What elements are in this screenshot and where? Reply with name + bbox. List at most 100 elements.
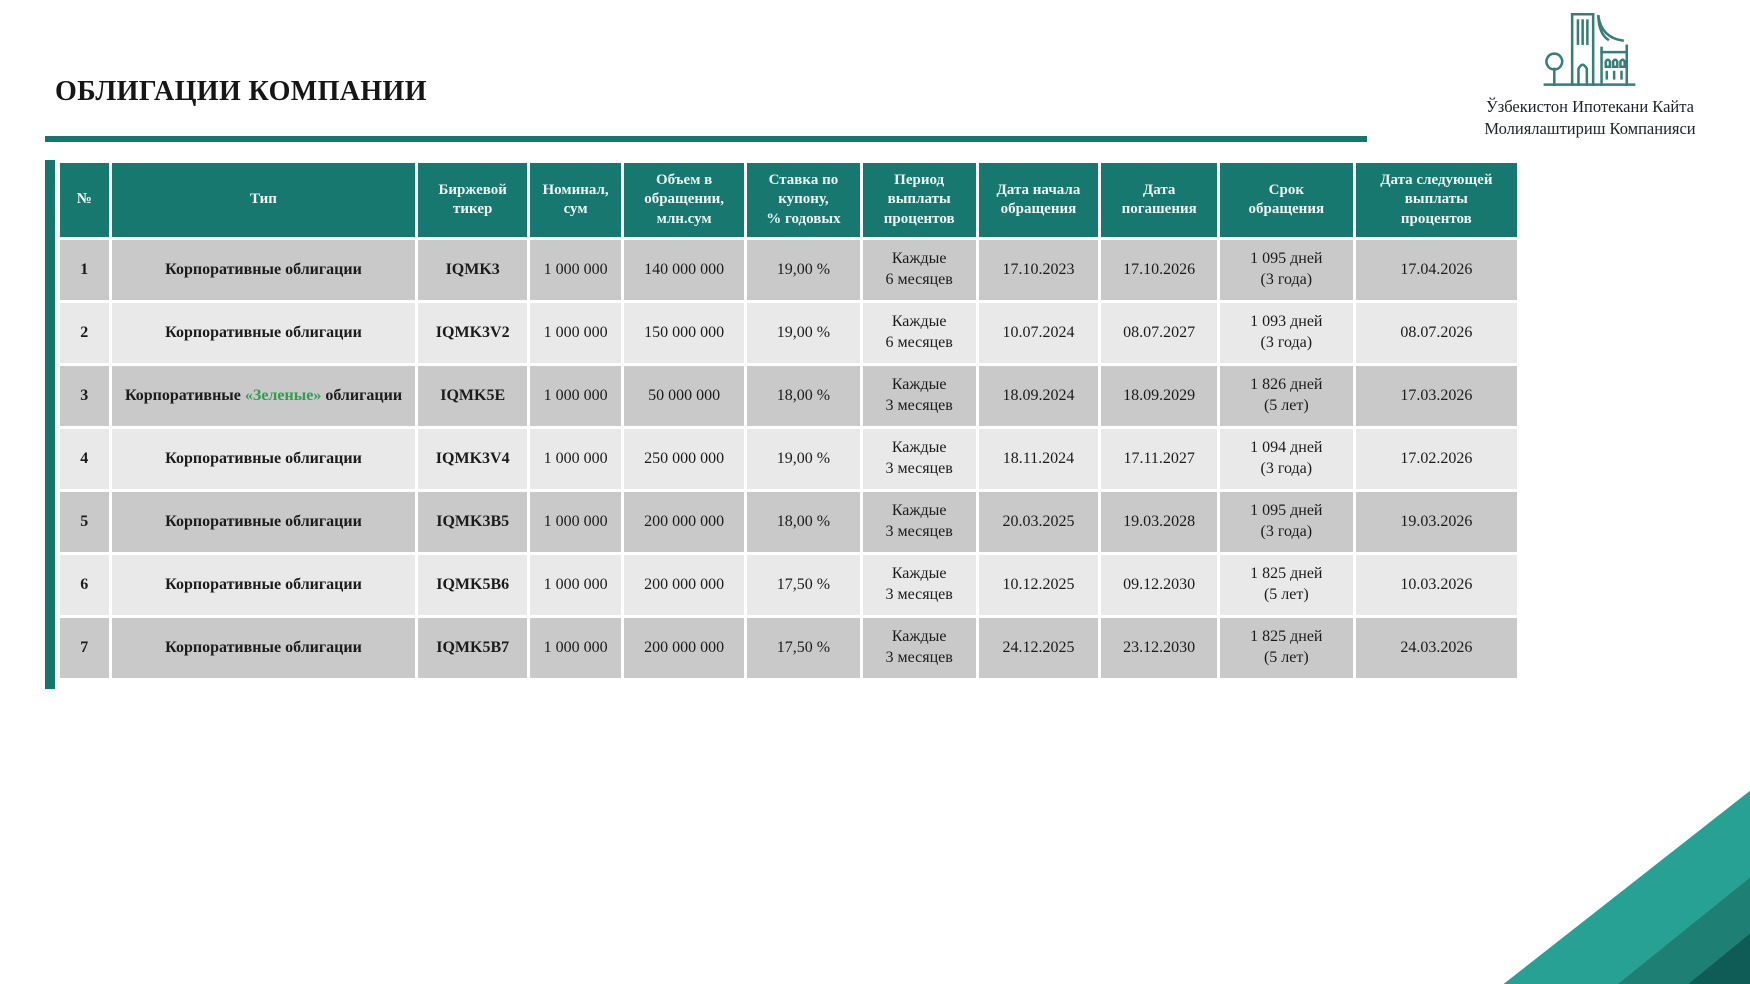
term: 1 095 дней (3 года) bbox=[1219, 492, 1353, 552]
start-date: 18.09.2024 bbox=[978, 366, 1099, 426]
ticker: IQMK5E bbox=[418, 366, 527, 426]
ticker: IQMK5B7 bbox=[418, 618, 527, 678]
term: 1 095 дней (3 года) bbox=[1219, 240, 1353, 300]
payment-period: Каждые 3 месяцев bbox=[862, 492, 976, 552]
nominal: 1 000 000 bbox=[529, 303, 622, 363]
volume: 200 000 000 bbox=[624, 492, 745, 552]
volume: 50 000 000 bbox=[624, 366, 745, 426]
ticker: IQMK3V2 bbox=[418, 303, 527, 363]
bonds-table: № Тип Биржевой тикер Номинал, сум Объем в об… bbox=[57, 160, 1520, 681]
start-date: 20.03.2025 bbox=[978, 492, 1099, 552]
column-header: Срок обращения bbox=[1219, 163, 1353, 237]
next-payment-date: 19.03.2026 bbox=[1355, 492, 1517, 552]
payment-period: Каждые 6 месяцев bbox=[862, 303, 976, 363]
bond-type-text: Корпоративные облигации bbox=[165, 512, 362, 530]
bond-type: Корпоративные облигации bbox=[111, 240, 416, 300]
table-header-row: № Тип Биржевой тикер Номинал, сум Объем в об… bbox=[60, 163, 1517, 237]
maturity-date: 18.09.2029 bbox=[1101, 366, 1217, 426]
nominal: 1 000 000 bbox=[529, 429, 622, 489]
ticker: IQMK3B5 bbox=[418, 492, 527, 552]
bond-type-text: Корпоративные облигации bbox=[165, 638, 362, 656]
volume: 200 000 000 bbox=[624, 618, 745, 678]
green-bond-highlight: «Зеленые» bbox=[244, 386, 322, 404]
corner-band-3 bbox=[1688, 933, 1750, 984]
table-row: 1 Корпоративные облигации IQMK3 1 000 000 14… bbox=[60, 240, 1517, 300]
table-accent-bar bbox=[45, 160, 55, 689]
column-header: Тип bbox=[111, 163, 416, 237]
bond-type-text: облигации bbox=[321, 386, 403, 404]
payment-period: Каждые 3 месяцев bbox=[862, 429, 976, 489]
column-header: Объем в обращении, млн.сум bbox=[624, 163, 745, 237]
maturity-date: 19.03.2028 bbox=[1101, 492, 1217, 552]
corner-decoration bbox=[1310, 704, 1750, 984]
bond-type-text: Корпоративные облигации bbox=[165, 260, 362, 278]
table-row: 6 Корпоративные облигации IQMK5B6 1 000 000… bbox=[60, 555, 1517, 615]
row-number: 4 bbox=[60, 429, 109, 489]
row-number: 3 bbox=[60, 366, 109, 426]
payment-period: Каждые 3 месяцев bbox=[862, 618, 976, 678]
bond-type: Корпоративные «Зеленые» облигации bbox=[111, 366, 416, 426]
bond-type-text: Корпоративные облигации bbox=[165, 323, 362, 341]
table-row: 5 Корпоративные облигации IQMK3B5 1 000 000… bbox=[60, 492, 1517, 552]
row-number: 5 bbox=[60, 492, 109, 552]
table-row: 4 Корпоративные облигации IQMK3V4 1 000 000… bbox=[60, 429, 1517, 489]
coupon-rate: 19,00 % bbox=[747, 429, 860, 489]
row-number: 1 bbox=[60, 240, 109, 300]
column-header: Ставка по купону, % годовых bbox=[747, 163, 860, 237]
logo-text-line2: Молиялаштириш Компанияси bbox=[1484, 118, 1696, 138]
maturity-date: 23.12.2030 bbox=[1101, 618, 1217, 678]
term: 1 825 дней (5 лет) bbox=[1219, 555, 1353, 615]
coupon-rate: 18,00 % bbox=[747, 366, 860, 426]
ticker: IQMK5B6 bbox=[418, 555, 527, 615]
company-logo: Ўзбекистон Ипотекани Кайта Молиялаштириш… bbox=[1462, 8, 1718, 140]
maturity-date: 09.12.2030 bbox=[1101, 555, 1217, 615]
start-date: 10.12.2025 bbox=[978, 555, 1099, 615]
company-logo-icon bbox=[1543, 13, 1636, 86]
nominal: 1 000 000 bbox=[529, 240, 622, 300]
next-payment-date: 10.03.2026 bbox=[1355, 555, 1517, 615]
start-date: 17.10.2023 bbox=[978, 240, 1099, 300]
coupon-rate: 17,50 % bbox=[747, 618, 860, 678]
column-header: Номинал, сум bbox=[529, 163, 622, 237]
logo-text-line1: Ўзбекистон Ипотекани Кайта bbox=[1486, 97, 1694, 116]
term: 1 094 дней (3 года) bbox=[1219, 429, 1353, 489]
row-number: 2 bbox=[60, 303, 109, 363]
coupon-rate: 19,00 % bbox=[747, 303, 860, 363]
bond-type-text: Корпоративные облигации bbox=[165, 575, 362, 593]
coupon-rate: 19,00 % bbox=[747, 240, 860, 300]
column-header: Дата следующей выплаты процентов bbox=[1355, 163, 1517, 237]
start-date: 24.12.2025 bbox=[978, 618, 1099, 678]
start-date: 10.07.2024 bbox=[978, 303, 1099, 363]
maturity-date: 08.07.2027 bbox=[1101, 303, 1217, 363]
bond-type: Корпоративные облигации bbox=[111, 555, 416, 615]
payment-period: Каждые 3 месяцев bbox=[862, 366, 976, 426]
term: 1 825 дней (5 лет) bbox=[1219, 618, 1353, 678]
corner-band-1 bbox=[1503, 790, 1750, 984]
corner-band-2 bbox=[1618, 877, 1750, 984]
row-number: 6 bbox=[60, 555, 109, 615]
start-date: 18.11.2024 bbox=[978, 429, 1099, 489]
row-number: 7 bbox=[60, 618, 109, 678]
bond-type-text: Корпоративные bbox=[124, 386, 245, 404]
volume: 140 000 000 bbox=[624, 240, 745, 300]
volume: 150 000 000 bbox=[624, 303, 745, 363]
coupon-rate: 17,50 % bbox=[747, 555, 860, 615]
bond-type: Корпоративные облигации bbox=[111, 429, 416, 489]
ticker: IQMK3 bbox=[418, 240, 527, 300]
term: 1 826 дней (5 лет) bbox=[1219, 366, 1353, 426]
nominal: 1 000 000 bbox=[529, 618, 622, 678]
next-payment-date: 08.07.2026 bbox=[1355, 303, 1517, 363]
table-row: 7 Корпоративные облигации IQMK5B7 1 000 000… bbox=[60, 618, 1517, 678]
next-payment-date: 17.03.2026 bbox=[1355, 366, 1517, 426]
next-payment-date: 24.03.2026 bbox=[1355, 618, 1517, 678]
bonds-table-wrap: № Тип Биржевой тикер Номинал, сум Объем в об… bbox=[45, 160, 1520, 689]
nominal: 1 000 000 bbox=[529, 366, 622, 426]
coupon-rate: 18,00 % bbox=[747, 492, 860, 552]
column-header: Дата начала обращения bbox=[978, 163, 1099, 237]
column-header: № bbox=[60, 163, 109, 237]
bond-type-text: Корпоративные облигации bbox=[165, 449, 362, 467]
volume: 250 000 000 bbox=[624, 429, 745, 489]
payment-period: Каждые 3 месяцев bbox=[862, 555, 976, 615]
column-header: Дата погашения bbox=[1101, 163, 1217, 237]
